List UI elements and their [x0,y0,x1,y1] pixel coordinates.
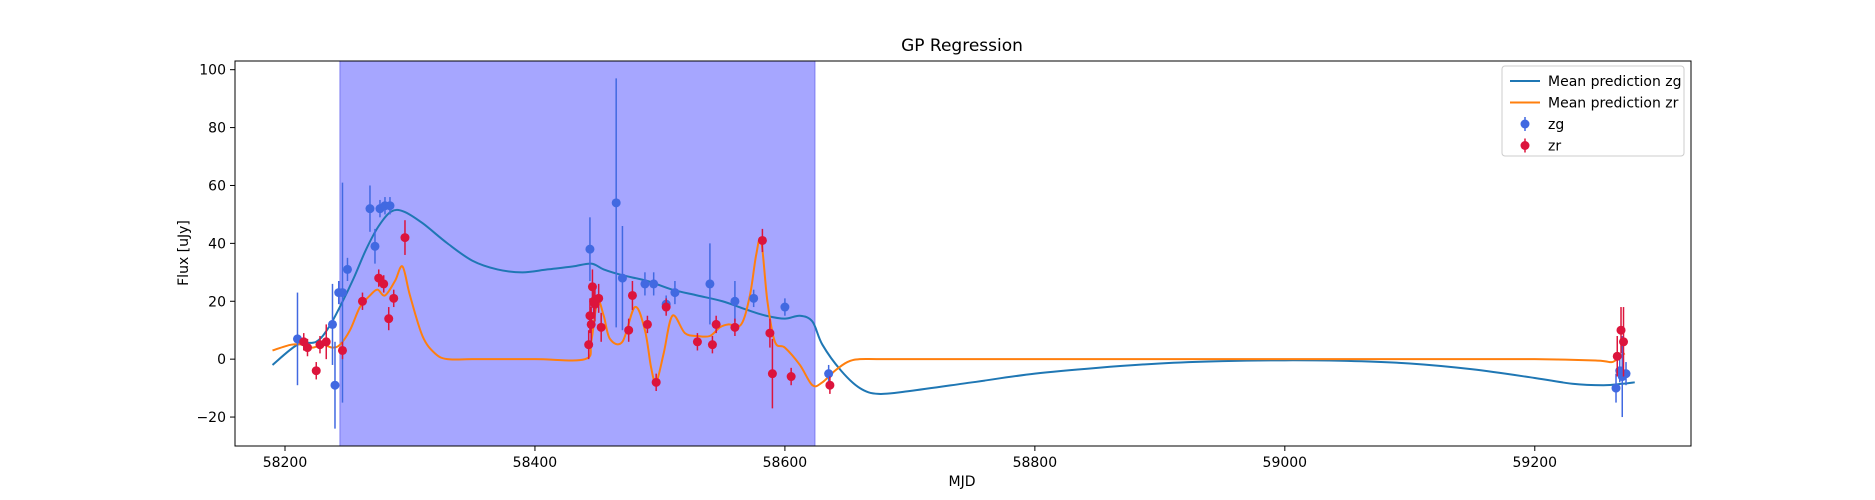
data-point [379,279,389,289]
data-point [357,296,367,306]
x-tick-label: 59000 [1263,455,1308,471]
y-axis-label: Flux [uJy] [176,220,192,286]
legend-label: zr [1548,139,1561,155]
data-point [757,235,767,245]
y-tick-label: 60 [208,178,226,194]
data-point [302,343,312,353]
data-point [1619,337,1629,347]
data-point [584,340,594,350]
y-tick-label: 40 [208,236,226,252]
series-points-zg [292,78,1631,429]
data-point [692,337,702,347]
data-point [749,293,759,303]
legend-label: Mean prediction zg [1548,74,1682,90]
data-point [824,369,834,379]
x-tick-label: 58200 [263,455,308,471]
legend-label: zg [1548,117,1564,133]
data-point [765,328,775,338]
legend-box [1501,65,1685,157]
data-point [585,311,595,321]
data-point [389,293,399,303]
y-tick-label: −20 [196,410,226,426]
data-point [627,290,637,300]
legend-label: Mean prediction zr [1548,96,1679,112]
x-axis-label: MJD [949,474,976,490]
data-point [327,319,337,329]
data-point [342,264,352,274]
data-point [337,288,347,298]
data-point [321,337,331,347]
data-point [661,302,671,312]
shaded-region [339,60,816,447]
x-tick-label: 58800 [1013,455,1058,471]
data-point [730,296,740,306]
x-tick-label: 59200 [1513,455,1558,471]
y-axis: −20 0 20 40 60 80 100 [196,63,235,426]
legend: Mean prediction zg Mean prediction zr zg zr [1501,65,1685,157]
data-point [365,204,375,214]
data-point [617,273,627,283]
data-point [707,340,717,350]
series-line-zr [272,237,1626,388]
data-point [400,233,410,243]
chart-title: GP Regression [901,36,1023,56]
y-tick-label: 100 [199,63,226,79]
plot-frame [234,60,1692,447]
data-point [585,244,595,254]
data-point [624,325,634,335]
data-point [730,322,740,332]
data-point [385,201,395,211]
y-tick-label: 0 [217,352,226,368]
data-point [337,345,347,355]
data-point [786,372,796,382]
data-point [594,293,604,303]
x-tick-label: 58600 [763,455,808,471]
plot-area [271,60,1635,447]
data-point [825,380,835,390]
y-tick-label: 80 [208,121,226,137]
data-point [384,314,394,324]
data-point [1611,383,1621,393]
data-point [370,241,380,251]
data-point [767,369,777,379]
x-axis: 58200 58400 58600 58800 59000 59200 [263,446,1557,471]
data-point [1612,351,1622,361]
y-tick-label: 20 [208,294,226,310]
data-point [670,288,680,298]
legend-swatch [1520,141,1530,150]
data-point [586,319,596,329]
data-point [705,279,715,289]
data-point [642,319,652,329]
data-point [330,380,340,390]
data-point [640,279,650,289]
data-point [596,322,606,332]
legend-swatch [1520,119,1530,129]
data-point [611,198,621,208]
data-point [649,279,659,289]
data-point [311,366,321,376]
series-points-zr [299,220,1629,409]
data-point [780,302,790,312]
data-point [651,377,661,387]
data-point [711,319,721,329]
x-tick-label: 58400 [513,455,558,471]
